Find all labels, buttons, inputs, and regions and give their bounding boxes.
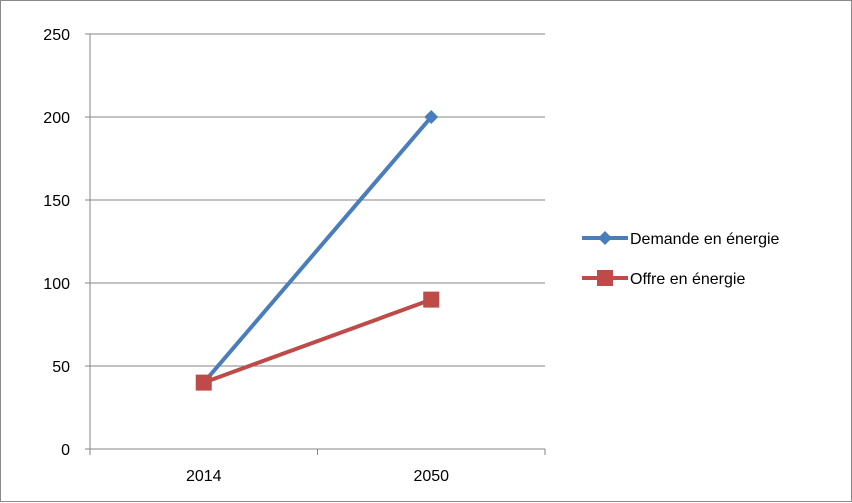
legend-entry-0: Demande en énergie (582, 231, 780, 248)
data-point-0-1 (424, 110, 439, 124)
legend-marker-0 (598, 231, 612, 245)
y-tick-label: 50 (52, 359, 70, 376)
legend-label: Offre en énergie (630, 271, 745, 288)
data-point-1-1 (423, 291, 440, 308)
legend-entry-1: Offre en énergie (582, 270, 745, 288)
series-line-0 (202, 115, 433, 384)
series-1 (195, 291, 440, 391)
series-lines (195, 110, 440, 391)
legend-label: Demande en énergie (630, 231, 780, 248)
axes: 0 50 100 150 200 250 2014 2050 (43, 27, 546, 485)
y-tick-label: 200 (43, 110, 70, 127)
series-0 (196, 110, 439, 390)
y-tick-label: 150 (43, 193, 70, 210)
y-tick-label: 100 (43, 276, 70, 293)
y-tick-label: 250 (43, 27, 70, 44)
data-point-1-0 (195, 374, 212, 391)
legend-marker-1 (597, 270, 613, 286)
series-line-1 (203, 297, 432, 385)
x-tick-label: 2050 (413, 468, 449, 485)
y-tick-label: 0 (61, 442, 70, 459)
legend: Demande en énergie Offre en énergie (582, 231, 780, 288)
x-tick-label: 2014 (186, 468, 222, 485)
gridlines (90, 33, 545, 367)
